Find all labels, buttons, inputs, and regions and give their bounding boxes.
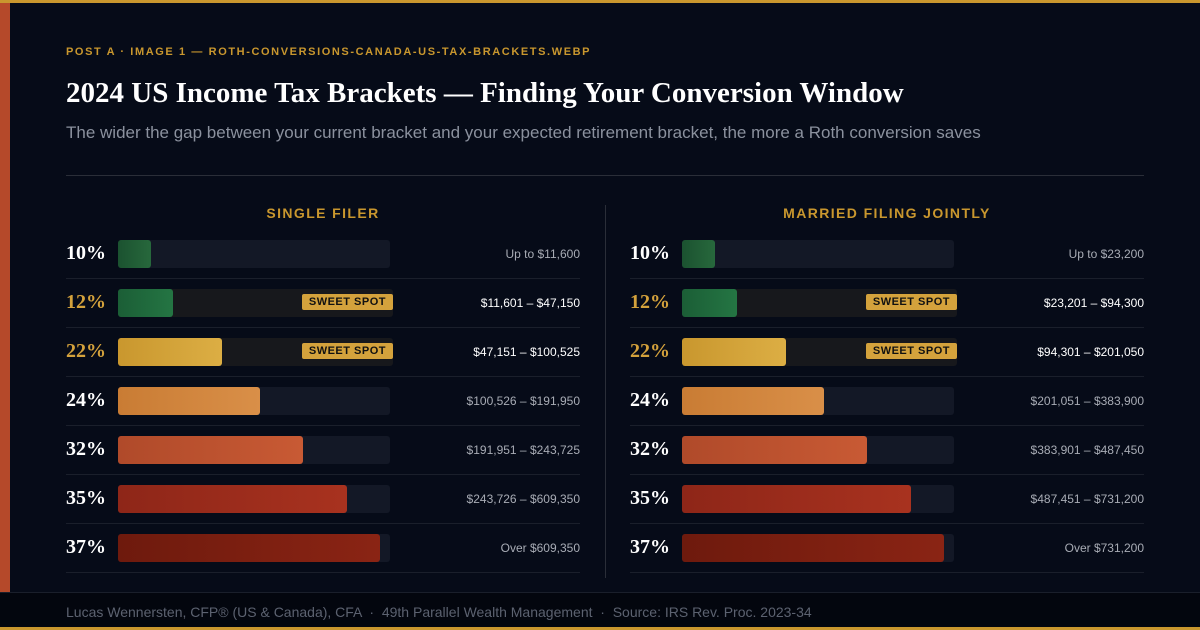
income-range: $94,301 – $201,050 — [1037, 345, 1144, 359]
bracket-row: 32% $383,901 – $487,450 — [630, 426, 1144, 475]
income-range: Over $609,350 — [500, 541, 580, 555]
rate: 32% — [630, 438, 670, 460]
bar-track — [118, 534, 390, 562]
bar-fill — [682, 240, 715, 268]
bar-track — [682, 387, 954, 415]
badge: SWEET SPOT — [865, 294, 957, 310]
bracket-column: MARRIED FILING JOINTLY 10% Up to $23,200 12… — [630, 203, 1144, 573]
bar-track — [118, 485, 390, 513]
divider — [66, 175, 1144, 176]
footer: Lucas Wennersten, CFP® (US & Canada), CF… — [0, 592, 1200, 627]
rate: 22% — [630, 340, 670, 362]
column-heading: SINGLE FILER — [266, 205, 380, 221]
bar-fill — [118, 387, 260, 415]
bar-fill — [682, 387, 824, 415]
rate: 22% — [66, 340, 106, 362]
bracket-row: 12% SWEET SPOT $23,201 – $94,300 — [630, 279, 1144, 328]
bar-track — [682, 240, 954, 268]
bracket-row: 10% Up to $11,600 — [66, 230, 580, 279]
rate: 12% — [630, 291, 670, 313]
bar-fill — [682, 289, 737, 317]
rate: 35% — [630, 487, 670, 509]
bar-track — [118, 240, 390, 268]
bar-track: SWEET SPOT — [682, 289, 957, 317]
bracket-row: 22% SWEET SPOT $94,301 – $201,050 — [630, 328, 1144, 377]
rate: 32% — [66, 438, 106, 460]
bar-fill — [682, 338, 786, 366]
footer-text: Lucas Wennersten, CFP® (US & Canada), CF… — [66, 604, 812, 620]
bar-track — [682, 485, 954, 513]
bracket-row: 37% Over $609,350 — [66, 524, 580, 573]
rate: 24% — [66, 389, 106, 411]
badge: SWEET SPOT — [301, 343, 393, 359]
column-divider — [605, 205, 606, 578]
bar-track: SWEET SPOT — [118, 289, 393, 317]
bracket-row: 32% $191,951 – $243,725 — [66, 426, 580, 475]
eyebrow: POST A · IMAGE 1 — ROTH-CONVERSIONS-CANA… — [66, 46, 592, 58]
bar-fill — [682, 534, 944, 562]
bracket-column: SINGLE FILER 10% Up to $11,600 12% SWEET SPO… — [66, 203, 580, 573]
income-range: $100,526 – $191,950 — [466, 394, 580, 408]
income-range: Up to $11,600 — [505, 247, 580, 261]
badge: SWEET SPOT — [301, 294, 393, 310]
bar-track — [118, 436, 390, 464]
bar-track — [682, 436, 954, 464]
subtitle: The wider the gap between your current b… — [66, 123, 981, 142]
accent-strip — [0, 3, 10, 627]
bar-fill — [682, 485, 911, 513]
income-range: $191,951 – $243,725 — [466, 443, 580, 457]
bar-fill — [118, 240, 151, 268]
rate: 10% — [66, 242, 106, 264]
bracket-row: 10% Up to $23,200 — [630, 230, 1144, 279]
income-range: $487,451 – $731,200 — [1030, 492, 1144, 506]
bar-track — [682, 534, 954, 562]
bar-fill — [682, 436, 867, 464]
bar-fill — [118, 485, 347, 513]
bracket-row: 37% Over $731,200 — [630, 524, 1144, 573]
income-range: $47,151 – $100,525 — [473, 345, 580, 359]
rate: 12% — [66, 291, 106, 313]
bar-track: SWEET SPOT — [118, 338, 393, 366]
rate: 10% — [630, 242, 670, 264]
bar-track: SWEET SPOT — [682, 338, 957, 366]
income-range: $383,901 – $487,450 — [1030, 443, 1144, 457]
rate: 24% — [630, 389, 670, 411]
income-range: $243,726 – $609,350 — [466, 492, 580, 506]
bracket-row: 12% SWEET SPOT $11,601 – $47,150 — [66, 279, 580, 328]
bracket-row: 24% $201,051 – $383,900 — [630, 377, 1144, 426]
bar-fill — [118, 436, 303, 464]
rate: 37% — [66, 536, 106, 558]
title: 2024 US Income Tax Brackets — Finding Yo… — [66, 77, 904, 109]
bar-fill — [118, 534, 380, 562]
bracket-row: 24% $100,526 – $191,950 — [66, 377, 580, 426]
rate: 37% — [630, 536, 670, 558]
bar-fill — [118, 338, 222, 366]
income-range: $23,201 – $94,300 — [1043, 296, 1144, 310]
bar-fill — [118, 289, 173, 317]
income-range: $201,051 – $383,900 — [1030, 394, 1144, 408]
bar-track — [118, 387, 390, 415]
bracket-row: 35% $487,451 – $731,200 — [630, 475, 1144, 524]
badge: SWEET SPOT — [865, 343, 957, 359]
income-range: Up to $23,200 — [1068, 247, 1144, 261]
column-heading: MARRIED FILING JOINTLY — [783, 205, 991, 221]
bracket-row: 35% $243,726 – $609,350 — [66, 475, 580, 524]
rate: 35% — [66, 487, 106, 509]
income-range: $11,601 – $47,150 — [480, 296, 580, 310]
bracket-row: 22% SWEET SPOT $47,151 – $100,525 — [66, 328, 580, 377]
income-range: Over $731,200 — [1064, 541, 1144, 555]
